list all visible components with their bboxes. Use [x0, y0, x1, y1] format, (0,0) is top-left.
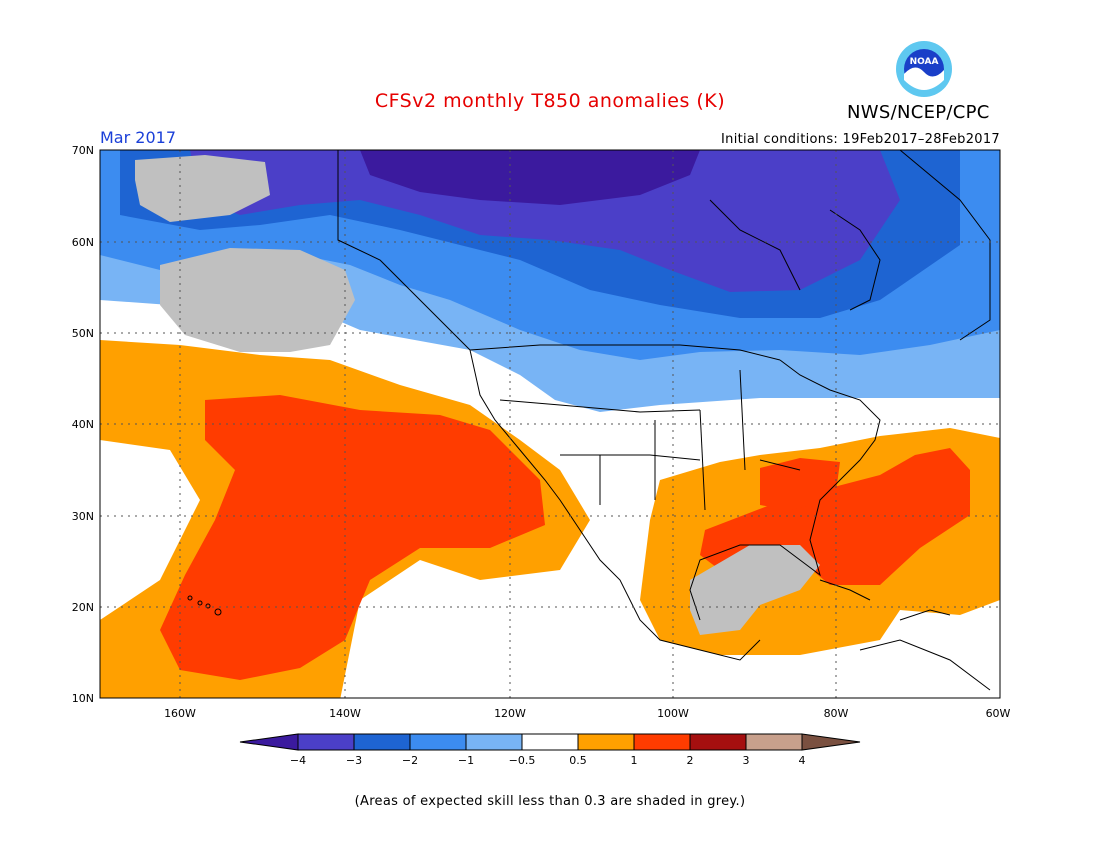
lon-label-80w: 80W: [824, 707, 849, 720]
colorbar-tick-label: 3: [743, 754, 750, 767]
lat-label-60n: 60N: [72, 236, 94, 249]
colorbar-tick-label: −1: [458, 754, 474, 767]
lat-label-40n: 40N: [72, 418, 94, 431]
colorbar-swatch: [689, 733, 747, 751]
lat-label-70n: 70N: [72, 144, 94, 157]
colorbar-swatch: [409, 733, 467, 751]
colorbar-swatch: [577, 733, 635, 751]
lon-label-60w: 60W: [986, 707, 1011, 720]
initial-conditions: Initial conditions: 19Feb2017–28Feb2017: [721, 132, 1000, 147]
anomaly-region-dark-blue: [190, 150, 900, 292]
colorbar-swatch: [297, 733, 355, 751]
colorbar: −4 −3 −2 −1 −0.5 0.5 1 2 3 4: [239, 733, 861, 767]
anomaly-region-deep-blue: [360, 150, 700, 205]
forecast-period: Mar 2017: [100, 128, 176, 147]
longitude-labels: 160W 140W 120W 100W 80W 60W: [164, 707, 1010, 720]
colorbar-arrow-low: [239, 733, 299, 751]
colorbar-swatch: [633, 733, 691, 751]
hawaii-islands: [187, 595, 222, 616]
anomaly-region-red-north-pacific: [160, 395, 545, 680]
colorbar-swatch: [353, 733, 411, 751]
lat-label-20n: 20N: [72, 601, 94, 614]
coastlines: [337, 150, 991, 691]
colorbar-tick-label: −0.5: [509, 754, 536, 767]
lon-label-120w: 120W: [494, 707, 526, 720]
lat-label-50n: 50N: [72, 327, 94, 340]
skill-footnote: (Areas of expected skill less than 0.3 a…: [354, 794, 746, 809]
colorbar-tick-label: 4: [799, 754, 806, 767]
colorbar-tick-label: −3: [346, 754, 362, 767]
low-skill-region-gulf-of-mexico: [690, 545, 820, 635]
colorbar-tick-label: 1: [631, 754, 638, 767]
colorbar-tick-label: −2: [402, 754, 418, 767]
latitude-labels: 70N 60N 50N 40N 30N 20N 10N: [72, 144, 94, 705]
colorbar-arrow-high: [801, 733, 861, 751]
lat-label-30n: 30N: [72, 510, 94, 523]
map-frame: [99, 149, 1001, 699]
colorbar-tick-label: −4: [290, 754, 306, 767]
chart-title: CFSv2 monthly T850 anomalies (K): [374, 90, 726, 112]
noaa-logo: NOAA: [896, 41, 952, 97]
agency-label: NWS/NCEP/CPC: [847, 102, 990, 123]
colorbar-tick-label: 2: [687, 754, 694, 767]
low-skill-region-gulf-of-alaska: [160, 248, 355, 352]
anomaly-region-red-carolinas: [760, 458, 840, 510]
colorbar-swatch: [521, 733, 579, 751]
lon-label-100w: 100W: [657, 707, 689, 720]
lon-label-140w: 140W: [329, 707, 361, 720]
lon-label-160w: 160W: [164, 707, 196, 720]
graticule: [100, 150, 1000, 698]
colorbar-swatch: [745, 733, 803, 751]
svg-text:NOAA: NOAA: [910, 57, 939, 67]
colorbar-swatch: [465, 733, 523, 751]
lat-label-10n: 10N: [72, 692, 94, 705]
colorbar-tick-label: 0.5: [569, 754, 587, 767]
low-skill-region-bering: [135, 155, 270, 222]
map-field: [100, 150, 1000, 698]
